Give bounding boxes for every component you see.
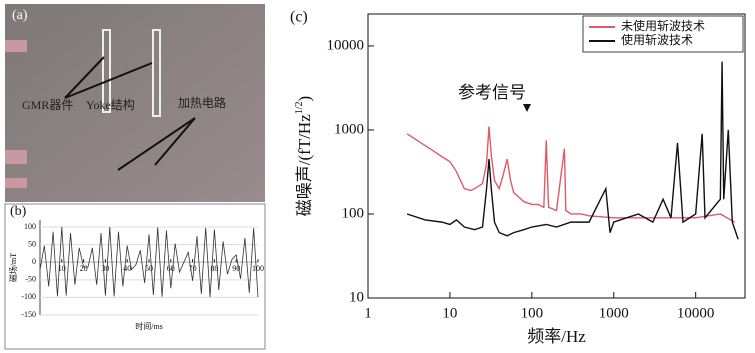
plot-frame [367, 13, 746, 299]
yoke [152, 29, 161, 117]
panel-label: (c) [290, 9, 308, 26]
x-tick-label: 80 [210, 264, 218, 273]
y-tick-label: 10000 [327, 37, 365, 53]
x-tick-label: 10 [58, 264, 66, 273]
micrograph [5, 4, 265, 202]
stripe [5, 40, 27, 52]
x-tick-label: 60 [167, 264, 175, 273]
series-line [39, 227, 259, 298]
y-tick-label: 1000 [334, 121, 364, 137]
y-tick-label: 100 [342, 205, 365, 221]
y-tick-label: 10 [349, 289, 364, 305]
annotation: Yoke结构 [86, 97, 135, 112]
series-line [406, 61, 739, 240]
arrows [64, 56, 196, 171]
x-tick-label: 70 [189, 264, 197, 273]
y-tick-label: 100 [24, 222, 36, 231]
x-tick-label: 10000 [677, 305, 715, 321]
legend-label: 未使用斩波技术 [621, 18, 705, 33]
x-tick-label: 30 [101, 264, 109, 273]
annotation: GMR器件 [22, 98, 73, 112]
yoke [102, 29, 111, 113]
stripe [5, 150, 27, 164]
panel-label: (a) [12, 8, 28, 23]
y-tick-label: 0 [32, 257, 36, 266]
x-tick-label: 1 [364, 305, 372, 321]
y-tick-label: -50 [25, 275, 36, 284]
stripe [5, 178, 27, 188]
x-axis-label: 频率/Hz [527, 327, 586, 346]
y-tick-label: -100 [21, 292, 36, 301]
x-tick-label: 10 [442, 305, 457, 321]
x-tick-label: 50 [145, 264, 153, 273]
legend-box [582, 15, 744, 53]
y-tick-label: -150 [21, 310, 36, 319]
y-axis-label-part: 磁噪声/(fT/Hz [295, 114, 314, 216]
image-panel: (a) GMR器件 Yoke结构 加热电路 [5, 4, 265, 202]
x-tick-label: 40 [123, 264, 131, 273]
legend-label: 使用斩波技术 [621, 32, 693, 47]
x-tick-label: 90 [232, 264, 240, 273]
y-axis-label: 磁噪声/(fT/Hz1/2) [294, 96, 314, 216]
y-axis-label-part: 1/2 [294, 101, 305, 114]
annotation: 加热电路 [178, 95, 226, 110]
annotation-arrow [523, 104, 531, 112]
x-tick-label: 1000 [599, 305, 629, 321]
x-tick-label: 100 [521, 305, 544, 321]
x-axis-label: 时间/ms [135, 321, 163, 331]
panel-label: (b) [10, 204, 27, 219]
y-axis-label: 磁场/mT [8, 253, 18, 282]
y-tick-label: 50 [28, 239, 36, 248]
series-line [406, 126, 736, 223]
annotation: 参考信号 [458, 83, 526, 102]
x-tick-label: 20 [80, 264, 88, 273]
x-tick-label: 100 [252, 264, 264, 273]
y-axis-label-part: ) [295, 96, 314, 102]
panel-b-frame [4, 203, 266, 350]
